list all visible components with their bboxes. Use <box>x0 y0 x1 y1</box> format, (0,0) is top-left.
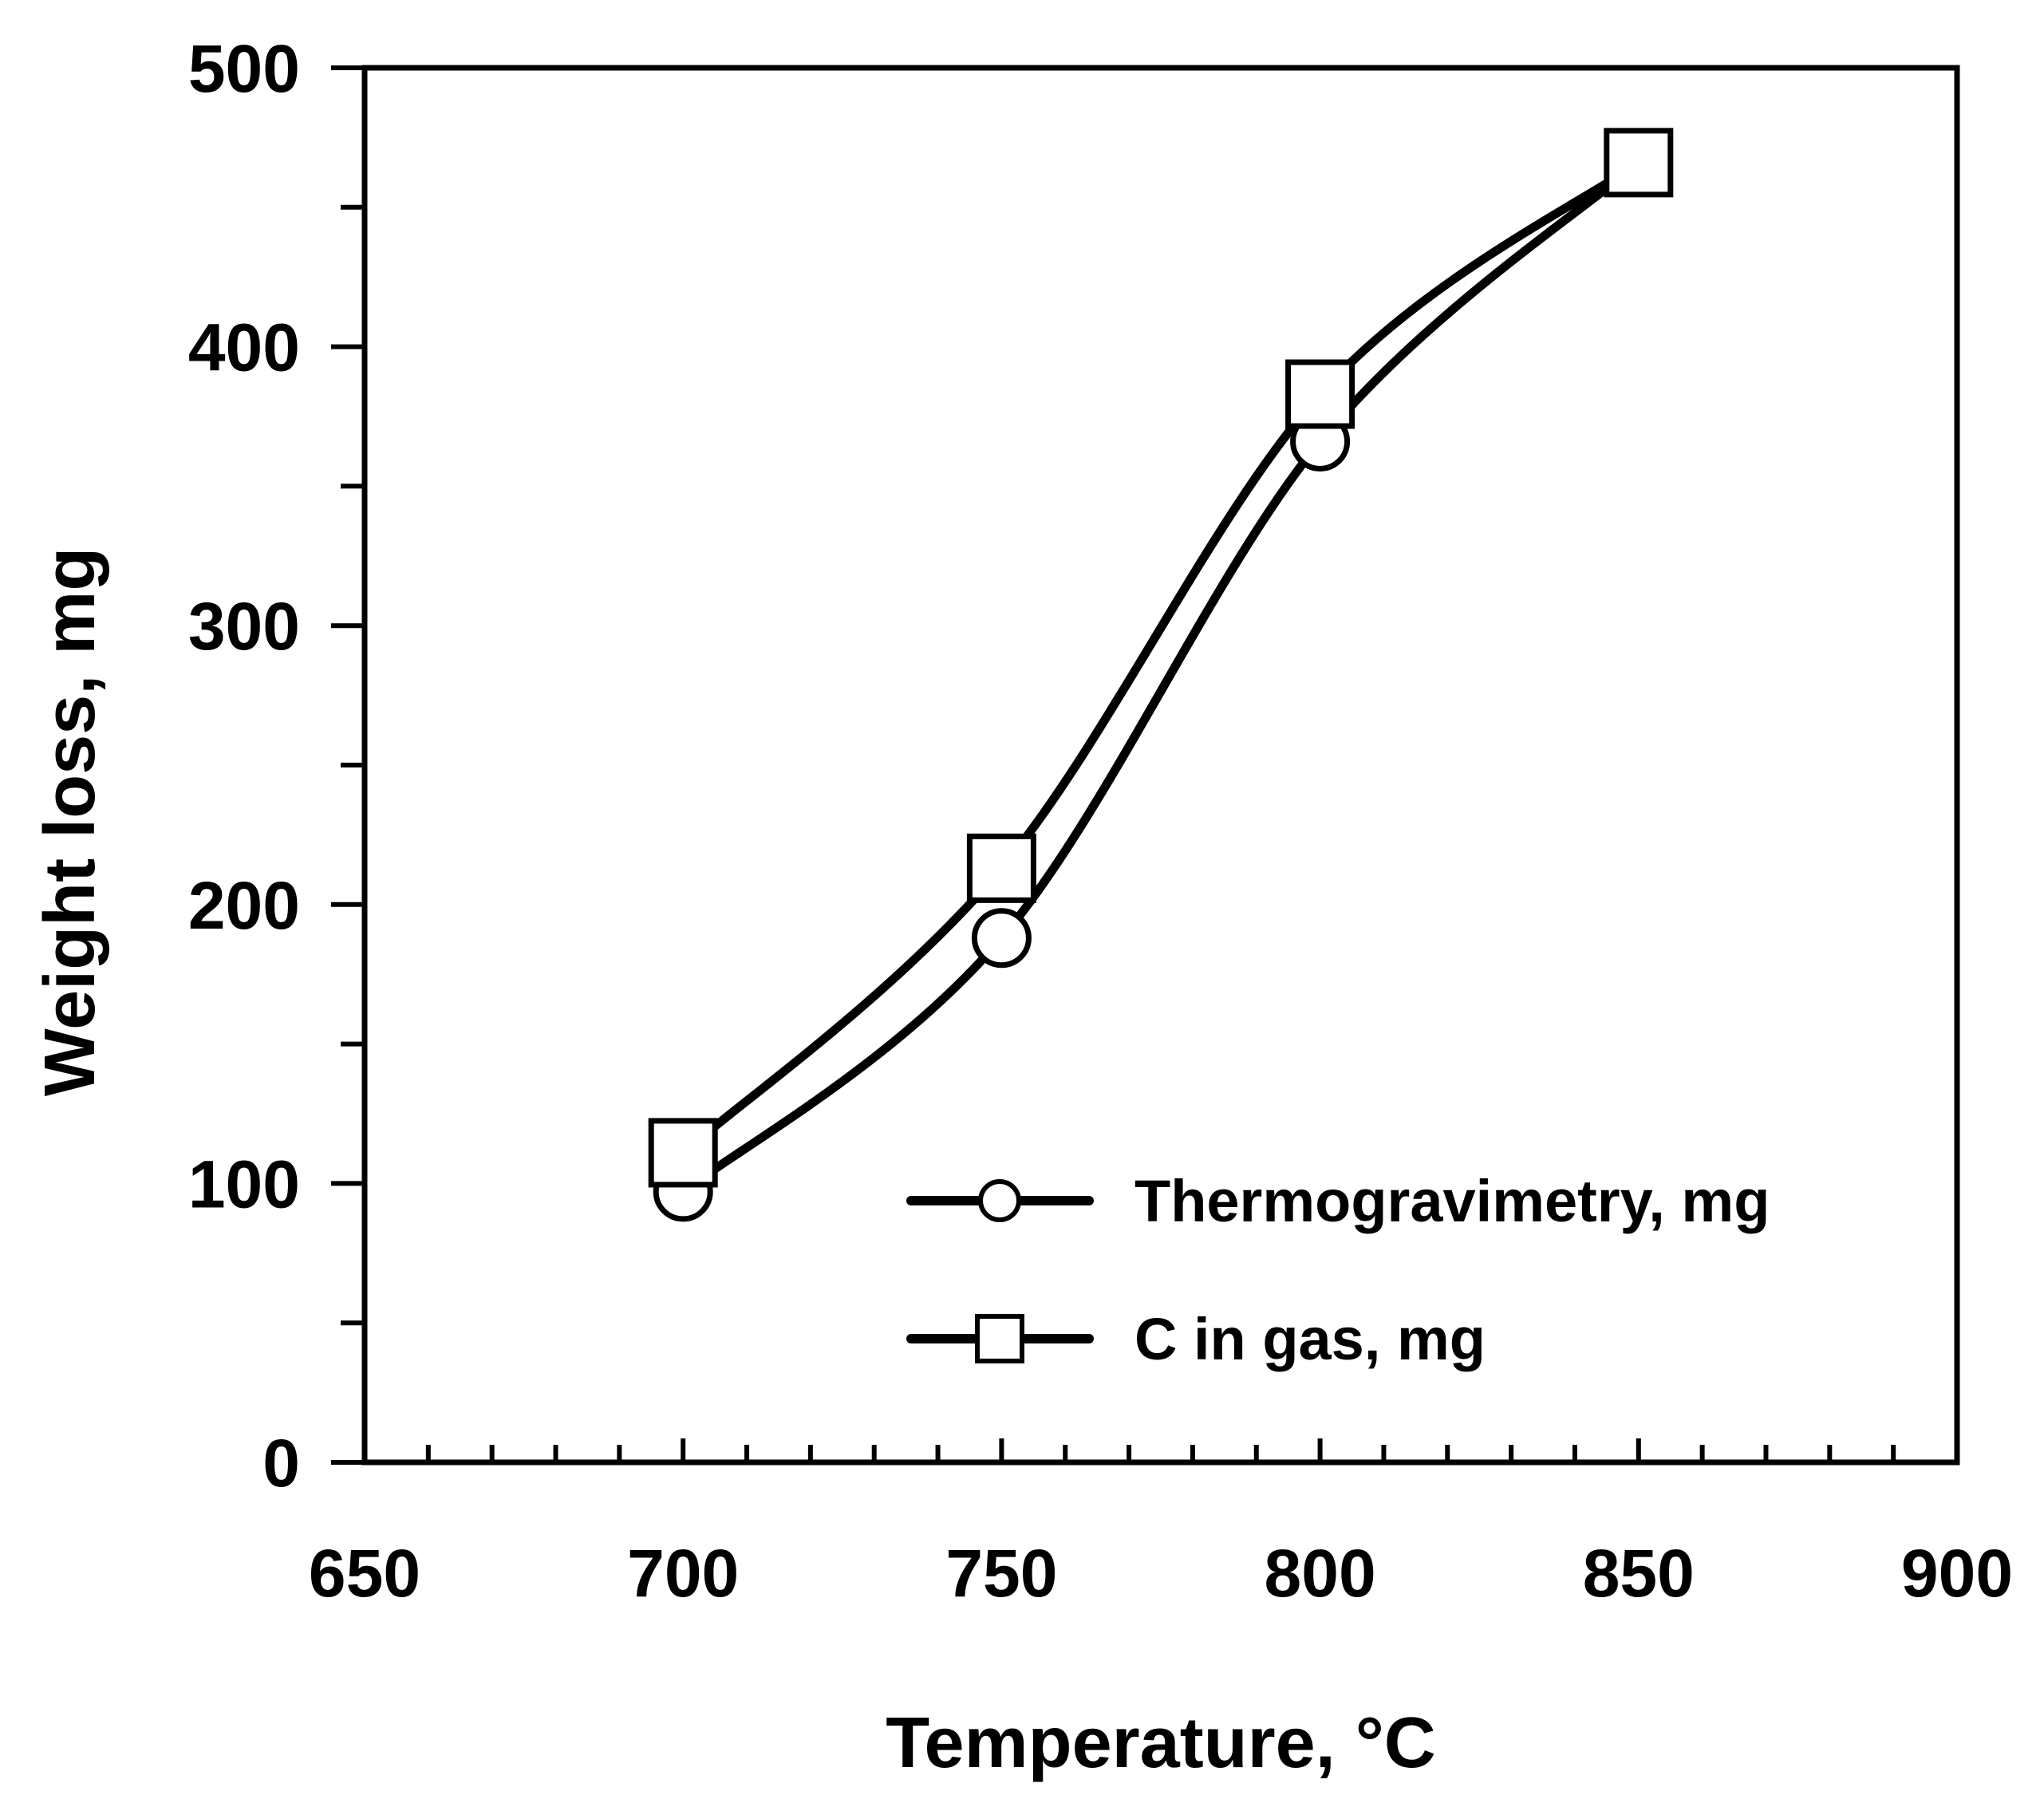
x-tick-label: 650 <box>309 1536 420 1611</box>
legend-label: Thermogravimetry, mg <box>1134 1168 1770 1234</box>
x-tick-label: 800 <box>1265 1536 1376 1611</box>
x-tick-label: 900 <box>1901 1536 2013 1611</box>
legend-marker-square <box>975 1314 1024 1363</box>
y-tick-label: 200 <box>188 868 300 943</box>
data-point-square <box>1604 128 1674 198</box>
legend-marker-circle <box>978 1179 1021 1222</box>
data-point-square <box>1285 359 1355 429</box>
y-tick-label: 300 <box>188 589 300 664</box>
plot-frame <box>361 65 1960 1466</box>
x-tick-label: 700 <box>627 1536 739 1611</box>
axes: 650 700 750 800 850 900 0 100 200 300 400 500 <box>188 31 2013 1611</box>
y-tick-label: 0 <box>262 1426 300 1501</box>
y-axis-title: Weight loss, mg <box>30 547 110 1096</box>
x-tick-label: 750 <box>945 1536 1057 1611</box>
x-tick-label: 850 <box>1583 1536 1695 1611</box>
data-point-square <box>648 1118 718 1188</box>
series-square-line <box>678 158 1643 1158</box>
legend-label: C in gas, mg <box>1134 1306 1486 1372</box>
legend: Thermogravimetry, mg C in gas, mg <box>906 1168 1770 1372</box>
series-layer <box>648 128 1674 1222</box>
data-point-circle <box>971 908 1032 969</box>
data-point-square <box>966 833 1036 903</box>
y-tick-label: 100 <box>188 1146 300 1221</box>
series-circle-line <box>678 158 1643 1197</box>
y-tick-label: 500 <box>188 31 300 106</box>
y-tick-label: 400 <box>188 310 300 385</box>
x-axis-title: Temperature, °C <box>886 1703 1436 1783</box>
